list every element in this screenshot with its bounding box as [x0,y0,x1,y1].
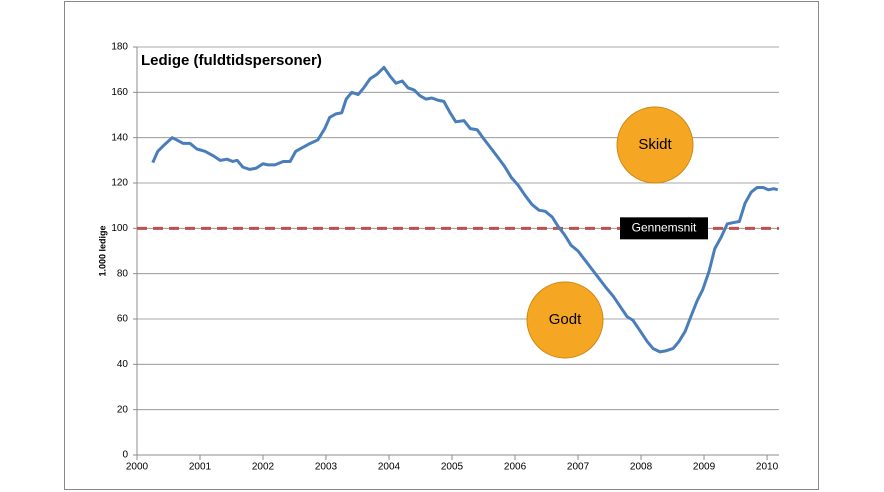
annotation-circle [526,281,604,359]
chart-frame [64,1,819,490]
x-tick-label: 2000 [126,462,149,473]
x-tick-label: 2007 [567,462,590,473]
x-tick-label: 2006 [504,462,527,473]
y-tick-label: 60 [117,314,129,325]
y-tick-label: 120 [111,178,128,189]
x-tick-label: 2005 [441,462,464,473]
y-tick-label: 40 [117,359,129,370]
reference-label-box [620,217,708,240]
y-tick-label: 80 [117,268,129,279]
y-tick-label: 140 [111,132,128,143]
annotation-text: Godt [549,311,582,328]
y-tick-label: 160 [111,87,128,98]
chart-title: Ledige (fuldtidspersoner) [141,52,322,69]
x-tick-label: 2001 [189,462,212,473]
reference-label: Gennemsnit [632,221,697,235]
y-tick-label: 0 [122,450,128,461]
annotation-text: Skidt [638,136,672,153]
y-tick-label: 100 [111,223,128,234]
y-tick-label: 180 [111,42,128,53]
y-axis-label: 1.000 ledige [97,225,107,276]
x-tick-label: 2004 [378,462,401,473]
x-tick-label: 2002 [252,462,275,473]
x-tick-label: 2010 [756,462,779,473]
annotation-circle [616,106,694,184]
y-tick-label: 20 [117,404,129,415]
x-tick-label: 2009 [693,462,716,473]
x-tick-label: 2008 [630,462,653,473]
x-tick-label: 2003 [315,462,338,473]
data-line [151,65,779,354]
